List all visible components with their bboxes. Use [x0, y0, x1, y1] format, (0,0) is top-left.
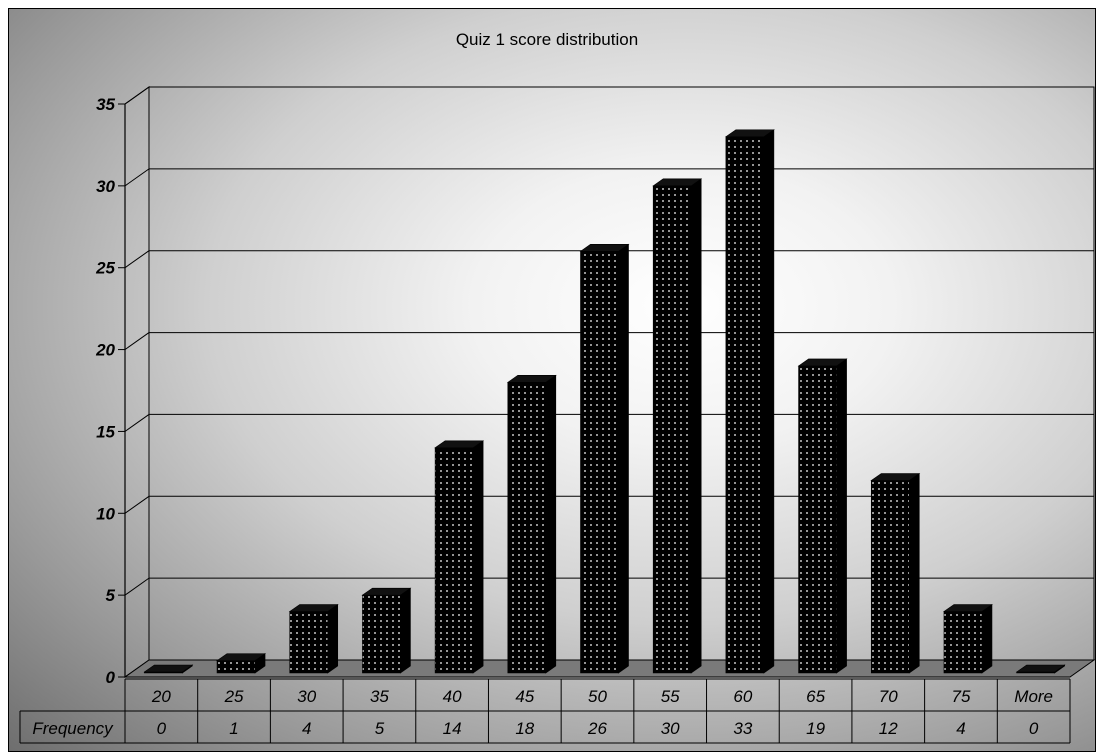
bar-20: [143, 664, 194, 674]
bar-face: [400, 587, 411, 674]
data-table-value: 5: [375, 719, 385, 738]
bar-face: [362, 594, 401, 674]
bar-60: [724, 129, 775, 674]
x-category-label: 40: [443, 687, 462, 706]
bar-25: [216, 653, 266, 674]
bar-face: [798, 365, 837, 674]
bar-35: [361, 587, 412, 674]
bar-face: [216, 653, 266, 661]
bar-face: [1015, 664, 1066, 673]
data-table-value: 1: [229, 719, 238, 738]
x-category-label: 55: [661, 687, 680, 706]
data-table-value: 0: [157, 719, 167, 738]
data-table-value: 26: [587, 719, 607, 738]
bar-face: [472, 440, 484, 674]
data-table-value: 0: [1029, 719, 1039, 738]
bar-face: [434, 440, 485, 449]
data-table-value: 12: [879, 719, 898, 738]
series-legend-label: Frequency: [32, 719, 114, 738]
bar-70: [870, 472, 921, 674]
data-table-value: 19: [806, 719, 825, 738]
bar-face: [216, 660, 256, 674]
bar-face: [797, 358, 848, 367]
y-tick-label: 25: [95, 259, 115, 278]
bar-face: [870, 480, 910, 674]
bar-face: [725, 136, 765, 674]
bar-more: [1015, 664, 1066, 674]
y-tick-label: 35: [96, 95, 115, 114]
data-table-value: 14: [443, 719, 462, 738]
x-category-label: 75: [952, 687, 971, 706]
x-category-label: 60: [733, 687, 752, 706]
bar-face: [908, 472, 920, 674]
bar-face: [724, 129, 775, 138]
bar-face: [506, 375, 557, 383]
y-tick-label: 5: [106, 586, 116, 605]
bar-face: [289, 611, 329, 674]
y-tick-label: 20: [95, 341, 115, 360]
x-category-label: 50: [588, 687, 607, 706]
bar-55: [652, 178, 703, 674]
x-category-label: 70: [879, 687, 898, 706]
bar-face: [580, 251, 619, 674]
bar-face: [943, 611, 983, 674]
bar-face: [870, 473, 921, 481]
gridline-diagonal: [124, 250, 150, 269]
x-category-label: 45: [515, 687, 534, 706]
bar-face: [943, 604, 993, 612]
gridline-diagonal: [124, 168, 150, 187]
chart-title: Quiz 1 score distribution: [456, 30, 638, 49]
bar-30: [288, 603, 339, 674]
bar-face: [652, 178, 703, 187]
bar-face: [618, 243, 629, 674]
bar-face: [434, 447, 474, 674]
gridline-diagonal: [124, 577, 150, 596]
gridline-diagonal: [124, 86, 150, 105]
bar-65: [797, 358, 848, 674]
bar-face: [507, 382, 547, 674]
bar-face: [652, 185, 692, 674]
y-tick-label: 10: [96, 504, 115, 523]
y-tick-label: 0: [106, 668, 116, 687]
x-category-label: 65: [806, 687, 825, 706]
data-table-value: 4: [302, 719, 311, 738]
bar-face: [288, 604, 339, 612]
bar-face: [763, 129, 775, 674]
bar-face: [690, 178, 702, 674]
data-table-value: 33: [733, 719, 752, 738]
bar-45: [506, 374, 557, 674]
bar-40: [434, 440, 485, 674]
data-table-value: 18: [515, 719, 534, 738]
bar-face: [327, 603, 339, 674]
x-category-label: 20: [151, 687, 171, 706]
x-category-label: 25: [224, 687, 244, 706]
bar-face: [143, 664, 194, 673]
y-tick-label: 30: [96, 177, 115, 196]
bar-face: [579, 244, 630, 252]
gridline-diagonal: [124, 332, 150, 350]
bar-face: [361, 587, 412, 596]
bar-face: [545, 374, 557, 674]
x-category-label: 35: [370, 687, 389, 706]
bar-face: [836, 358, 847, 674]
gridline-diagonal: [124, 495, 150, 514]
bar-75: [943, 603, 993, 674]
bar-50: [579, 243, 630, 674]
x-category-label: More: [1014, 687, 1053, 706]
y-tick-label: 15: [96, 422, 115, 441]
bar-face: [981, 603, 993, 674]
data-table-value: 4: [956, 719, 965, 738]
side-wall: [124, 86, 150, 678]
x-category-label: 30: [297, 687, 316, 706]
gridline-diagonal: [124, 414, 150, 432]
data-table-value: 30: [661, 719, 680, 738]
